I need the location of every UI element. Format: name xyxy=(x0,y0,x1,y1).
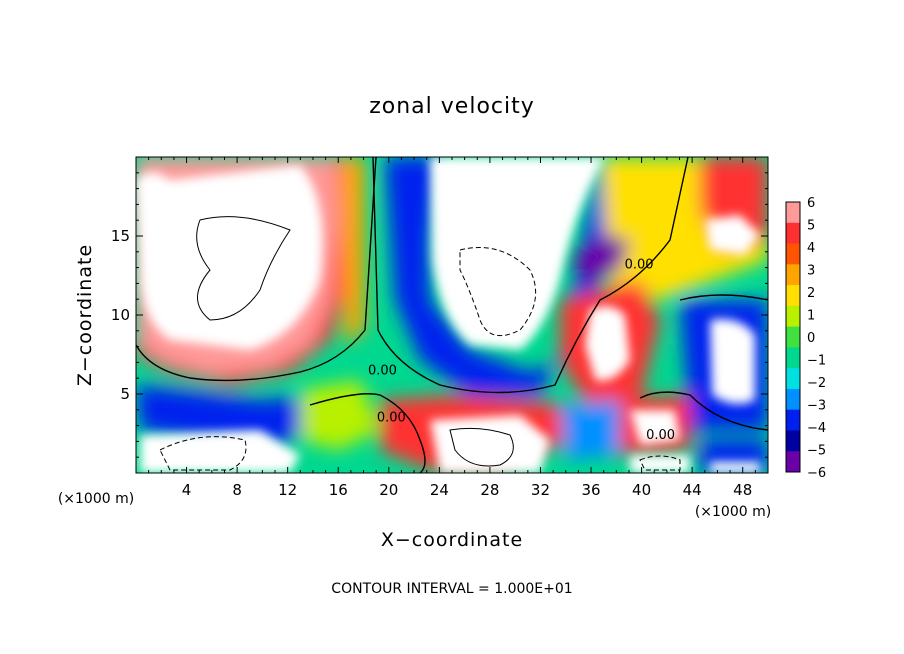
contour-zero-right-upper xyxy=(679,294,768,301)
colorbar-swatch xyxy=(786,305,800,328)
colorbar-label: 6 xyxy=(807,196,815,211)
colorbar-label: 3 xyxy=(807,264,815,279)
colorbar-label: −4 xyxy=(807,421,826,436)
colorbar-swatch xyxy=(786,222,800,245)
colorbar-swatch xyxy=(786,243,800,265)
x-tick-label: 16 xyxy=(329,481,348,499)
contour-negative-bottom-left xyxy=(159,436,247,471)
y-tick-label: 10 xyxy=(111,306,130,324)
x-tick-label: 40 xyxy=(632,481,651,499)
y-tick-label: 5 xyxy=(120,385,130,403)
colorbar-label: 4 xyxy=(807,241,815,256)
colorbar-swatch xyxy=(786,285,800,307)
contour-label: 0.00 xyxy=(377,411,406,426)
contour-zero-lower-right xyxy=(639,391,768,431)
contour-zero-left xyxy=(136,157,377,382)
colorbar-frame xyxy=(785,201,801,473)
colorbar-label: −5 xyxy=(807,444,826,459)
colorbar-swatch xyxy=(786,202,800,224)
contour-interval-footer: CONTOUR INTERVAL = 1.000E+01 xyxy=(331,581,572,597)
x-unit-right: (×1000 m) xyxy=(695,504,771,520)
contour-zero-lower xyxy=(309,393,426,473)
x-tick-label: 36 xyxy=(581,481,600,499)
colorbar: 6 5 4 3 2 1 0 −1 −2 −3 −4 −5 −6 xyxy=(785,196,826,481)
x-tick-label: 44 xyxy=(683,481,702,499)
contour-label: 0.00 xyxy=(625,257,654,272)
colorbar-swatch xyxy=(786,368,800,390)
colorbar-label: 2 xyxy=(807,286,815,301)
velocity-field: 0.00 0.00 0.00 0.00 xyxy=(136,157,768,473)
colorbar-label: 5 xyxy=(807,219,815,234)
x-tick-label: 20 xyxy=(379,481,398,499)
colorbar-swatch xyxy=(786,430,800,452)
x-tick-label: 28 xyxy=(480,481,499,499)
x-axis-title: X−coordinate xyxy=(381,529,523,551)
x-tick-label: 4 xyxy=(182,481,192,499)
contour-negative-bottom-right xyxy=(639,455,681,471)
colorbar-swatch xyxy=(786,451,800,473)
colorbar-label: 0 xyxy=(807,331,815,346)
colorbar-swatch xyxy=(786,264,800,286)
colorbar-swatch xyxy=(786,388,800,411)
contour-positive-bottom xyxy=(449,427,514,467)
chart-title: zonal velocity xyxy=(369,94,535,119)
contour-positive-upper-left xyxy=(196,216,291,321)
y-axis-title: Z−coordinate xyxy=(74,244,96,386)
x-tick-label: 12 xyxy=(278,481,297,499)
x-tick-label: 24 xyxy=(430,481,449,499)
contour-zero-right xyxy=(372,157,689,394)
y-tick-label: 15 xyxy=(111,227,130,245)
colorbar-label: 1 xyxy=(807,309,815,324)
colorbar-swatch xyxy=(786,409,800,431)
x-tick-label: 48 xyxy=(733,481,752,499)
contour-label: 0.00 xyxy=(368,363,397,378)
colorbar-label: −3 xyxy=(807,399,826,414)
x-unit-left: (×1000 m) xyxy=(58,491,134,507)
colorbar-label: −6 xyxy=(807,466,826,481)
colorbar-label: −1 xyxy=(807,354,826,369)
colorbar-swatch xyxy=(786,347,800,369)
contour-label: 0.00 xyxy=(646,428,675,443)
colorbar-label: −2 xyxy=(807,376,826,391)
contour-negative-center xyxy=(459,247,537,337)
x-tick-label: 8 xyxy=(232,481,242,499)
colorbar-swatch xyxy=(786,326,800,348)
x-tick-label: 32 xyxy=(531,481,550,499)
